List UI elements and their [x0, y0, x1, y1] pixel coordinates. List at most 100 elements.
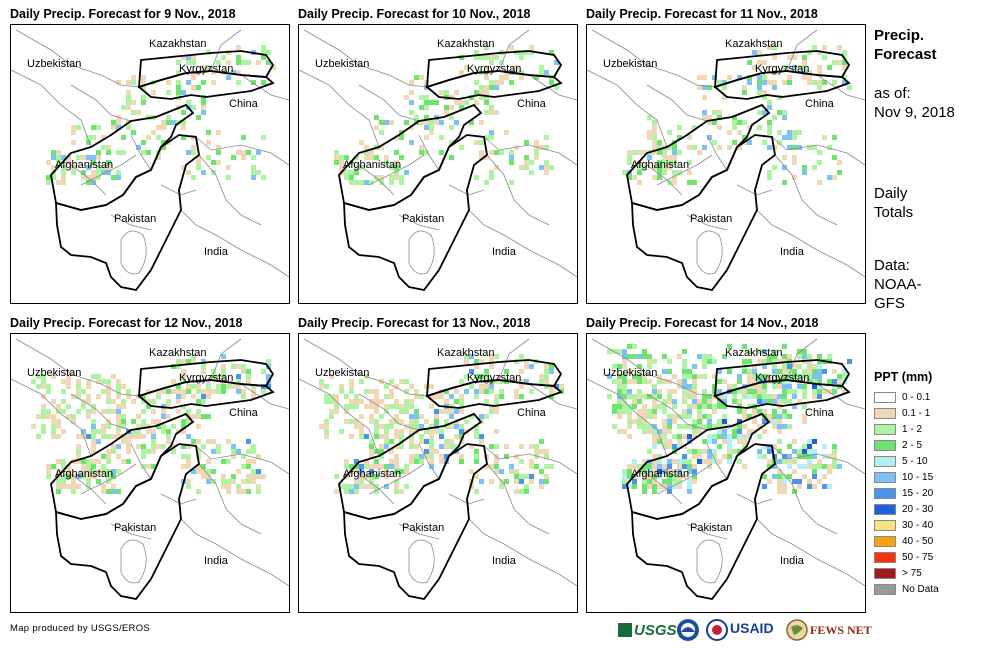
precip-cell — [339, 389, 344, 394]
precip-cell — [692, 145, 697, 150]
precip-cell — [384, 474, 389, 479]
precip-cell — [324, 399, 329, 404]
precip-cell — [509, 160, 514, 165]
precip-cell — [236, 374, 241, 379]
precip-cell — [662, 354, 667, 359]
precip-cell — [494, 80, 499, 85]
precip-cell — [474, 140, 479, 145]
precip-cell — [439, 90, 444, 95]
precip-cell — [191, 75, 196, 80]
precip-cell — [767, 80, 772, 85]
precip-cell — [46, 474, 51, 479]
legend-label: > 75 — [902, 567, 922, 579]
precip-cell — [56, 180, 61, 185]
legend-item: 2 - 5 — [874, 438, 922, 452]
precip-cell — [792, 489, 797, 494]
precip-cell — [737, 389, 742, 394]
precip-cell — [101, 135, 106, 140]
precip-cell — [519, 444, 524, 449]
precip-cell — [186, 170, 191, 175]
precip-cell — [464, 354, 469, 359]
precip-cell — [524, 489, 529, 494]
precip-cell — [181, 120, 186, 125]
precip-cell — [514, 389, 519, 394]
precip-cell — [56, 419, 61, 424]
precip-cell — [627, 369, 632, 374]
fewsnet-logo-text: FEWS NET — [810, 623, 872, 637]
precip-cell — [524, 155, 529, 160]
precip-cell — [787, 75, 792, 80]
precip-cell — [171, 389, 176, 394]
precip-cell — [374, 489, 379, 494]
precip-cell — [211, 389, 216, 394]
precip-cell — [549, 80, 554, 85]
precip-cell — [652, 474, 657, 479]
precip-cell — [181, 374, 186, 379]
precip-cell — [632, 354, 637, 359]
precip-cell — [379, 434, 384, 439]
precip-cell — [166, 120, 171, 125]
precip-cell — [106, 170, 111, 175]
precip-cell — [782, 399, 787, 404]
precip-cell — [812, 45, 817, 50]
kyrgyzstan-label: Kyrgyzstan — [467, 63, 521, 75]
precip-cell — [837, 379, 842, 384]
precip-cell — [126, 449, 131, 454]
precip-cell — [742, 434, 747, 439]
precip-cell — [722, 429, 727, 434]
precip-cell — [191, 439, 196, 444]
precip-cell — [126, 100, 131, 105]
precip-cell — [221, 459, 226, 464]
precip-cell — [216, 374, 221, 379]
precip-cell — [41, 429, 46, 434]
precip-cell — [216, 150, 221, 155]
afghanistan-label: Afghanistan — [343, 468, 401, 480]
precip-cell — [221, 364, 226, 369]
precip-cell — [797, 479, 802, 484]
precip-cell — [637, 399, 642, 404]
precip-cell — [792, 439, 797, 444]
precip-cell — [622, 170, 627, 175]
precip-cell — [817, 50, 822, 55]
precip-cell — [827, 484, 832, 489]
precip-cell — [76, 454, 81, 459]
precip-cell — [797, 384, 802, 389]
precip-cell — [251, 479, 256, 484]
precip-cell — [737, 75, 742, 80]
precip-cell — [464, 389, 469, 394]
precip-cell — [251, 155, 256, 160]
precip-cell — [792, 145, 797, 150]
precip-cell — [434, 414, 439, 419]
precip-cell — [682, 399, 687, 404]
precip-cell — [792, 55, 797, 60]
precip-cell — [91, 439, 96, 444]
uzbekistan-label: Uzbekistan — [603, 367, 657, 379]
precip-cell — [777, 140, 782, 145]
precip-cell — [647, 409, 652, 414]
precip-cell — [632, 459, 637, 464]
precip-cell — [687, 469, 692, 474]
precip-cell — [727, 434, 732, 439]
precip-cell — [56, 155, 61, 160]
precip-cell — [439, 434, 444, 439]
precip-cell — [647, 379, 652, 384]
precip-cell — [469, 369, 474, 374]
precip-cell — [424, 120, 429, 125]
precip-cell — [166, 399, 171, 404]
precip-cell — [672, 180, 677, 185]
precip-cell — [677, 459, 682, 464]
precip-cell — [251, 469, 256, 474]
precip-cell — [682, 434, 687, 439]
precip-cell — [131, 429, 136, 434]
precip-cell — [424, 125, 429, 130]
precip-cell — [96, 459, 101, 464]
precip-cell — [494, 459, 499, 464]
precip-cell — [121, 419, 126, 424]
precip-cell — [374, 449, 379, 454]
precip-cell — [369, 484, 374, 489]
precip-cell — [617, 349, 622, 354]
precip-cell — [712, 374, 717, 379]
precip-cell — [687, 434, 692, 439]
precip-cell — [216, 384, 221, 389]
precip-cell — [324, 424, 329, 429]
